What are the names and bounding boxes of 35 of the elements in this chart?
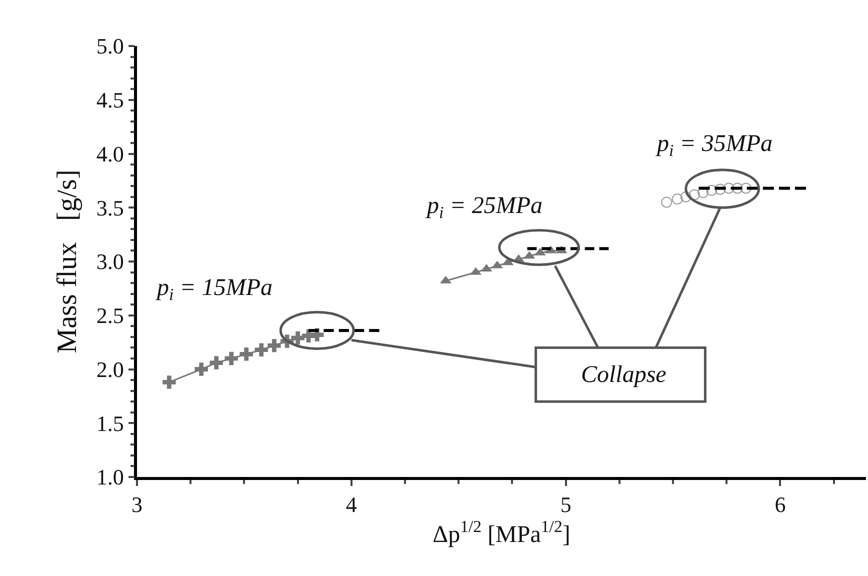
point <box>672 194 683 205</box>
point <box>723 182 734 194</box>
point <box>162 376 176 389</box>
y-tick-label: 3.5 <box>96 195 124 220</box>
x-axis-title: Δp$^{1/2}$ [MPa$^{1/2}$] <box>432 517 570 548</box>
y-tick-label: 1.0 <box>96 464 124 490</box>
annotation: Collapse <box>581 362 667 388</box>
annotation: p$_{i}$ = 15MPa <box>155 275 273 304</box>
point <box>194 362 208 376</box>
point <box>680 191 692 202</box>
annotation: p$_{i}$ = 35MPa <box>655 131 773 160</box>
point <box>224 352 238 366</box>
y-axis-title: Mass flux [g/s] <box>52 170 84 354</box>
x-tick-label: 6 <box>774 492 786 518</box>
y-tick-label: 4.5 <box>96 88 124 113</box>
x-tick-label: 5 <box>560 492 572 518</box>
point <box>661 196 672 208</box>
point <box>210 356 223 370</box>
point <box>268 338 281 352</box>
point <box>714 184 726 195</box>
y-tick-label: 1.5 <box>96 410 124 436</box>
point <box>254 343 268 356</box>
y-tick-label: 2.5 <box>96 303 124 328</box>
y-tick-label: 2.0 <box>96 356 124 382</box>
point <box>740 182 752 194</box>
annotation: p$_{i}$ = 25MPa <box>425 193 543 222</box>
x-tick-label: 3 <box>132 492 142 518</box>
y-tick-label: 5.0 <box>96 34 124 59</box>
point <box>732 182 743 194</box>
point <box>706 184 718 196</box>
y-tick-label: 3.0 <box>96 249 124 274</box>
point <box>240 348 253 361</box>
y-tick-label: 4.0 <box>96 141 124 166</box>
x-tick-label: 4 <box>346 492 357 518</box>
point <box>291 331 304 345</box>
